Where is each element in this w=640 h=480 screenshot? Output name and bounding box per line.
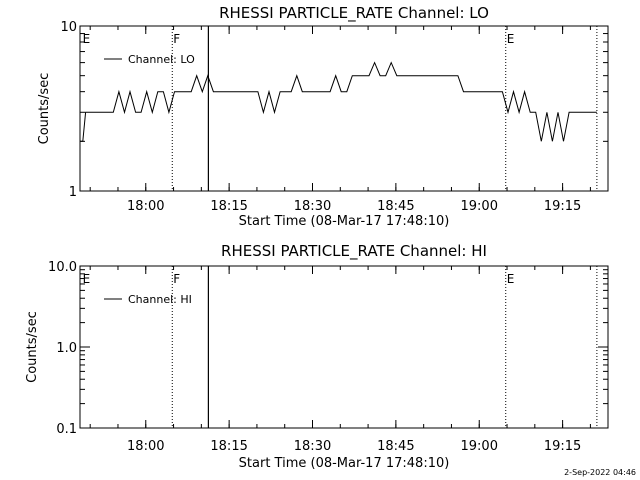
legend-label: Channel: HI (128, 293, 192, 306)
y-tick-label: 1 (69, 185, 77, 200)
plot-frame (79, 25, 609, 192)
x-tick-label: 19:15 (544, 439, 581, 454)
event-marker-label: F (173, 272, 180, 286)
x-tick-label: 19:00 (461, 199, 498, 214)
x-axis-label: Start Time (08-Mar-17 17:48:10) (239, 214, 450, 229)
x-tick-label: 19:15 (544, 199, 581, 214)
y-tick-label: 10 (60, 20, 77, 35)
footer-date: 2-Sep-2022 04:46 (564, 468, 636, 477)
legend-label: Channel: LO (128, 53, 195, 66)
event-marker-label: E (83, 32, 91, 46)
x-tick-label: 18:15 (210, 199, 247, 214)
y-tick-label: 1.0 (56, 341, 77, 356)
event-marker-label: E (507, 32, 515, 46)
x-tick-label: 18:45 (377, 439, 414, 454)
chart-title: RHESSI PARTICLE_RATE Channel: HI (221, 242, 487, 261)
event-marker-label: F (173, 32, 180, 46)
y-axis-label: Counts/sec (37, 73, 52, 145)
x-tick-label: 18:00 (127, 199, 164, 214)
x-tick-label: 18:30 (294, 439, 331, 454)
x-tick-label: 18:00 (127, 439, 164, 454)
x-axis-label: Start Time (08-Mar-17 17:48:10) (239, 456, 450, 471)
x-tick-label: 18:30 (294, 199, 331, 214)
x-tick-label: 19:00 (461, 439, 498, 454)
x-tick-label: 18:45 (377, 199, 414, 214)
y-tick-label: 10.0 (48, 260, 77, 275)
event-marker-label: E (507, 272, 515, 286)
series-line-channel-lo (80, 61, 597, 142)
plot-frame (79, 265, 609, 429)
x-tick-label: 18:15 (210, 439, 247, 454)
y-axis-label: Counts/sec (25, 311, 40, 383)
chart-title: RHESSI PARTICLE_RATE Channel: LO (219, 4, 489, 23)
y-tick-label: 0.1 (56, 422, 77, 437)
event-marker-label: E (83, 272, 91, 286)
